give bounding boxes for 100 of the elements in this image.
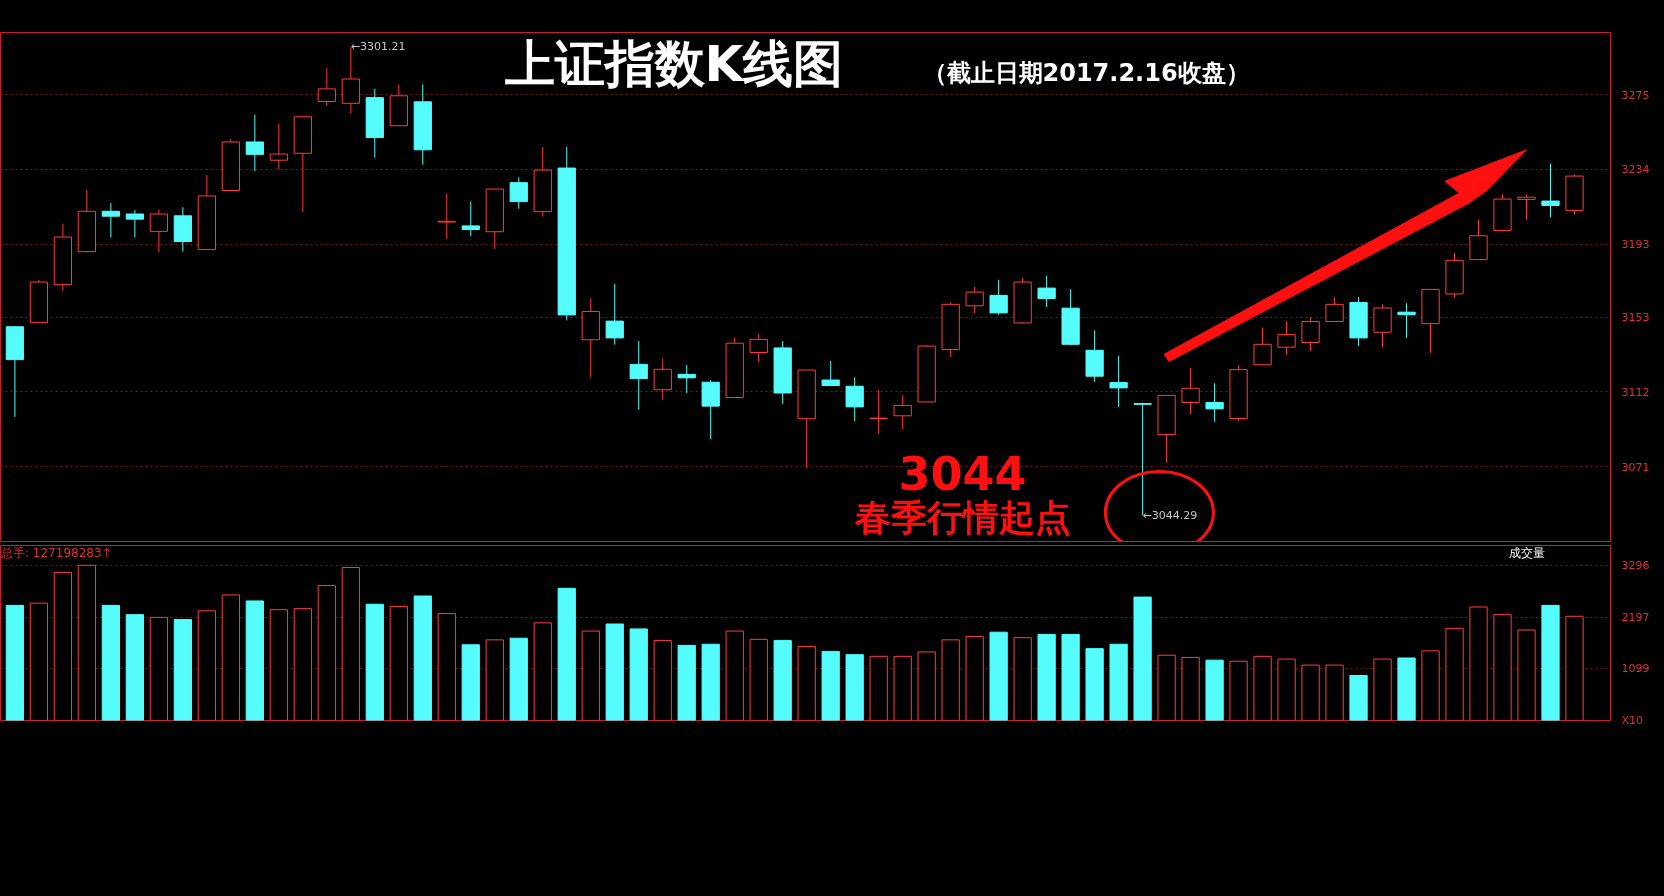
y-tick-label: X10 bbox=[1621, 714, 1644, 727]
bar bbox=[317, 585, 336, 721]
candlestick bbox=[1109, 355, 1128, 408]
bar bbox=[1421, 650, 1440, 721]
bar bbox=[389, 605, 408, 721]
bar bbox=[269, 609, 288, 721]
bar bbox=[1469, 606, 1488, 721]
bar bbox=[629, 628, 648, 721]
bar bbox=[413, 595, 432, 721]
candlestick bbox=[149, 208, 168, 253]
chart-title: 上证指数K线图 bbox=[503, 34, 844, 93]
candlestick bbox=[317, 67, 336, 107]
y-tick-label: 3153 bbox=[1621, 311, 1650, 325]
candlestick bbox=[1181, 367, 1200, 415]
bar bbox=[821, 650, 840, 721]
candlestick bbox=[701, 379, 720, 440]
bar bbox=[845, 654, 864, 721]
bar bbox=[1325, 664, 1344, 721]
candlestick bbox=[269, 123, 288, 170]
bar bbox=[173, 619, 192, 721]
bar bbox=[653, 639, 672, 721]
bar bbox=[53, 571, 73, 721]
bar bbox=[749, 638, 768, 721]
candlestick bbox=[821, 360, 840, 387]
bar bbox=[725, 630, 744, 721]
bar bbox=[941, 639, 960, 721]
bar bbox=[1085, 648, 1104, 721]
bar bbox=[29, 602, 49, 721]
bar bbox=[461, 644, 480, 721]
bar bbox=[365, 603, 384, 721]
candlestick bbox=[629, 340, 648, 411]
bar bbox=[965, 636, 984, 721]
bar bbox=[1013, 637, 1032, 721]
y-tick-label: 1099 bbox=[1621, 662, 1650, 676]
candlestick bbox=[749, 333, 768, 363]
candlestick bbox=[1517, 193, 1536, 221]
bar bbox=[437, 613, 456, 721]
bar bbox=[1109, 643, 1128, 721]
y-tick-label: 3112 bbox=[1621, 385, 1650, 399]
bar bbox=[1037, 633, 1056, 721]
bar bbox=[1397, 657, 1416, 721]
candlestick bbox=[509, 176, 528, 210]
bar bbox=[605, 623, 624, 721]
bar bbox=[293, 608, 312, 721]
candlestick bbox=[653, 358, 672, 401]
candlestick bbox=[461, 201, 480, 237]
annotation: ←3044.29 bbox=[1142, 508, 1198, 522]
bar bbox=[1349, 675, 1368, 721]
text: （截止日期2017.2.16收盘） bbox=[922, 58, 1250, 87]
bar bbox=[701, 643, 720, 721]
candlestick bbox=[1541, 163, 1560, 218]
y-tick-label: 3234 bbox=[1621, 163, 1650, 177]
candlestick bbox=[437, 192, 456, 240]
bar bbox=[1301, 664, 1320, 721]
candlestick bbox=[245, 114, 264, 172]
bar bbox=[1373, 658, 1392, 721]
bar bbox=[197, 610, 216, 721]
candlestick bbox=[1325, 296, 1344, 322]
bar bbox=[1181, 656, 1200, 721]
y-tick-label: 2197 bbox=[1621, 610, 1650, 624]
candlestick bbox=[605, 283, 624, 346]
bar bbox=[893, 655, 912, 721]
bar bbox=[509, 637, 528, 721]
bar bbox=[1517, 629, 1536, 721]
y-tick-label: 3071 bbox=[1621, 460, 1650, 474]
candlestick bbox=[989, 279, 1008, 316]
bar bbox=[1277, 658, 1296, 721]
bar bbox=[1157, 654, 1176, 721]
bar bbox=[5, 604, 25, 721]
y-tick-label: 3193 bbox=[1621, 238, 1650, 252]
bar bbox=[773, 639, 792, 721]
bar bbox=[989, 631, 1008, 721]
bar bbox=[1229, 660, 1248, 721]
y-tick-label: 3275 bbox=[1621, 88, 1650, 102]
candlestick bbox=[1253, 327, 1272, 366]
bar bbox=[557, 587, 576, 721]
bar bbox=[149, 616, 168, 721]
bar bbox=[1541, 604, 1560, 721]
candlestick bbox=[1277, 320, 1296, 356]
bar bbox=[533, 622, 552, 721]
candlestick bbox=[845, 376, 864, 422]
bar bbox=[917, 651, 936, 721]
candlestick bbox=[101, 202, 121, 238]
bar bbox=[1205, 659, 1224, 721]
annotation: 总手: 127198283↑ bbox=[0, 546, 112, 561]
candlestick bbox=[1301, 316, 1320, 352]
bar bbox=[1445, 627, 1464, 721]
candlestick bbox=[1205, 382, 1224, 423]
bar bbox=[77, 564, 97, 721]
annotation: 成交量 bbox=[1508, 546, 1545, 561]
bar bbox=[677, 644, 696, 721]
candlestick bbox=[1469, 219, 1488, 261]
bar bbox=[1133, 596, 1152, 721]
bar bbox=[1061, 633, 1080, 721]
candlestick bbox=[965, 286, 984, 314]
bar bbox=[869, 655, 888, 721]
candlestick bbox=[125, 209, 144, 238]
bar bbox=[125, 614, 144, 721]
bar bbox=[581, 630, 600, 721]
bar bbox=[341, 567, 360, 721]
